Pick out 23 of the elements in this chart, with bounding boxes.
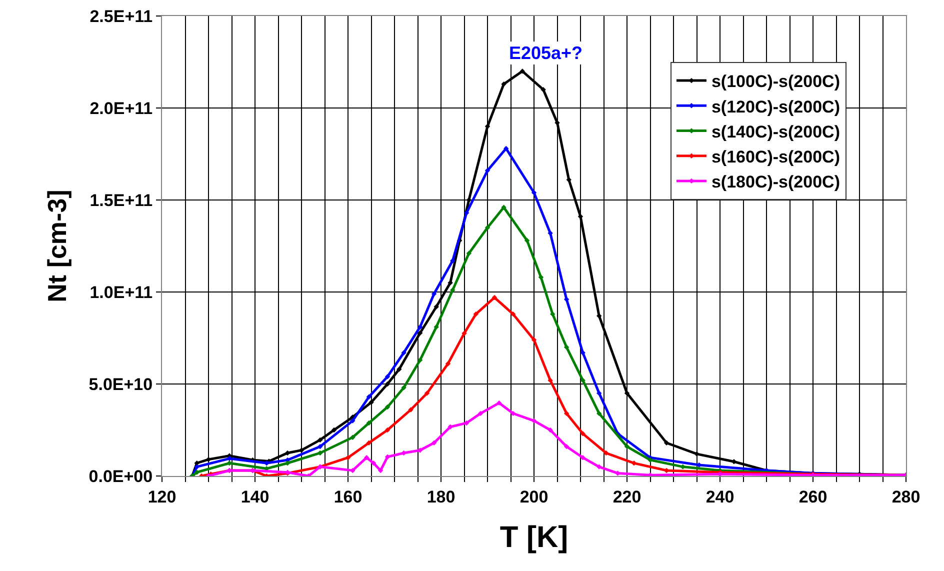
y-tick-label: 2.0E+11	[90, 98, 153, 118]
x-tick-label: 120	[148, 487, 176, 506]
y-axis-title: Nt [cm-3]	[42, 190, 72, 302]
x-tick-label: 140	[240, 487, 270, 506]
x-tick-label: 180	[426, 487, 456, 506]
legend-label: s(120C)-s(200C)	[711, 97, 840, 116]
y-tick-label: 1.5E+11	[90, 190, 153, 210]
legend-label: s(140C)-s(200C)	[711, 122, 840, 142]
x-tick-label: 240	[706, 487, 734, 506]
y-tick-label: 5.0E+10	[88, 374, 153, 394]
x-tick-label: 260	[798, 487, 828, 506]
y-tick-label: 2.5E+11	[90, 6, 153, 26]
x-tick-label: 160	[334, 487, 362, 506]
x-tick-label: 200	[520, 487, 548, 506]
legend-label: s(160C)-s(200C)	[711, 147, 840, 166]
x-tick-label: 220	[612, 487, 642, 506]
annotation: E205a+?	[509, 43, 583, 63]
y-tick-label: 0.0E+00	[88, 466, 153, 486]
y-tick-label: 1.0E+11	[90, 282, 153, 302]
x-axis-title: T [K]	[500, 520, 568, 554]
x-tick-label: 280	[892, 487, 920, 506]
legend-label: s(100C)-s(200C)	[711, 72, 840, 92]
legend-label: s(180C)-s(200C)	[711, 172, 840, 192]
